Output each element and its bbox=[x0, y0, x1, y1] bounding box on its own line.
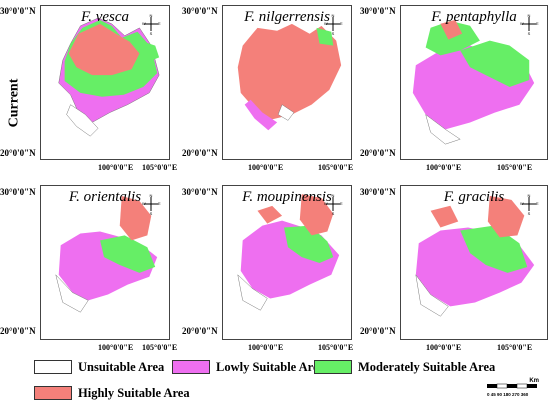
lon-label-right: 105°0'0"E bbox=[497, 343, 533, 352]
north-arrow-icon: N S W E bbox=[142, 13, 161, 35]
lat-label-bottom: 20°0'0"N bbox=[360, 148, 396, 158]
svg-text:N: N bbox=[150, 193, 153, 198]
lat-label-top: 30°0'0"N bbox=[182, 6, 218, 16]
svg-text:N: N bbox=[150, 13, 153, 18]
map-panel-f-vesca: F. vesca N S W E bbox=[40, 5, 170, 160]
legend-swatch bbox=[34, 386, 72, 400]
svg-text:S: S bbox=[150, 31, 153, 35]
svg-text:W: W bbox=[142, 21, 146, 26]
svg-text:E: E bbox=[340, 21, 343, 26]
panel-title: F. vesca bbox=[80, 9, 130, 25]
lat-label-bottom: 20°0'0"N bbox=[0, 326, 36, 336]
legend-label: Unsuitable Area bbox=[78, 359, 165, 374]
map-panel-f-pentaphylla: F. pentaphylla N S W E bbox=[400, 5, 548, 160]
svg-text:S: S bbox=[332, 211, 335, 215]
scale-ticks: 0 45 90 180 270 360 bbox=[487, 392, 529, 397]
legend-swatch bbox=[314, 360, 352, 374]
lon-label-left: 100°0'0"E bbox=[98, 343, 134, 352]
svg-text:S: S bbox=[528, 31, 531, 35]
legend-highly: Highly Suitable Area bbox=[34, 384, 190, 402]
scale-bar: Km 0 45 90 180 270 360 bbox=[487, 378, 539, 397]
north-arrow-icon: N S W E bbox=[324, 13, 343, 35]
svg-text:W: W bbox=[324, 21, 328, 26]
north-arrow-icon: N S W E bbox=[520, 193, 539, 215]
legend-swatch bbox=[172, 360, 210, 374]
legend-swatch bbox=[34, 360, 72, 374]
lat-label-top: 30°0'0"N bbox=[360, 187, 396, 197]
svg-text:W: W bbox=[520, 21, 524, 26]
svg-text:S: S bbox=[332, 31, 335, 35]
lat-label-bottom: 20°0'0"N bbox=[182, 148, 218, 158]
svg-text:E: E bbox=[158, 21, 161, 26]
lon-label-right: 105°0'0"E bbox=[497, 163, 533, 172]
lat-label-top: 30°0'0"N bbox=[0, 187, 36, 197]
svg-text:E: E bbox=[158, 201, 161, 206]
panel-title: F. gracilis bbox=[443, 189, 505, 205]
suitability-map bbox=[58, 17, 160, 137]
svg-text:N: N bbox=[528, 193, 531, 198]
panel-title: F. orientalis bbox=[68, 189, 142, 205]
lon-label-right: 105°0'0"E bbox=[318, 163, 354, 172]
lon-label-left: 100°0'0"E bbox=[248, 163, 284, 172]
panel-title: F. nilgerrensis bbox=[244, 9, 330, 25]
map-panel-f-gracilis: F. gracilis N S W E bbox=[400, 185, 548, 340]
svg-text:E: E bbox=[536, 201, 539, 206]
svg-text:N: N bbox=[332, 13, 335, 18]
legend-label: Moderately Suitable Area bbox=[358, 359, 496, 374]
north-arrow-icon: N S W E bbox=[324, 193, 343, 215]
svg-text:S: S bbox=[150, 211, 153, 215]
map-panel-f-moupinensis: F. moupinensis N S W E bbox=[222, 185, 352, 340]
suitability-map bbox=[237, 23, 342, 131]
map-panel-f-nilgerrensis: F. nilgerrensis N S W E bbox=[222, 5, 352, 160]
north-arrow-icon: N S W E bbox=[142, 193, 161, 215]
lon-label-left: 100°0'0"E bbox=[426, 343, 462, 352]
svg-text:W: W bbox=[520, 201, 524, 206]
lat-label-bottom: 20°0'0"N bbox=[182, 326, 218, 336]
panel-title: F. moupinensis bbox=[242, 189, 332, 205]
lon-label-left: 100°0'0"E bbox=[98, 163, 134, 172]
svg-text:E: E bbox=[340, 201, 343, 206]
lon-label-right: 105°0'0"E bbox=[142, 163, 178, 172]
svg-text:N: N bbox=[528, 13, 531, 18]
row-label-current: Current bbox=[6, 78, 22, 128]
lon-label-left: 100°0'0"E bbox=[248, 343, 284, 352]
legend-label: Highly Suitable Area bbox=[78, 385, 190, 400]
svg-text:W: W bbox=[324, 201, 328, 206]
lon-label-right: 105°0'0"E bbox=[318, 343, 354, 352]
north-arrow-icon: N S W E bbox=[520, 13, 539, 35]
svg-text:S: S bbox=[528, 211, 531, 215]
suitability-map bbox=[237, 194, 340, 311]
suitability-map bbox=[415, 195, 535, 317]
panel-title: F. pentaphylla bbox=[431, 9, 517, 25]
lat-label-top: 30°0'0"N bbox=[360, 6, 396, 16]
lon-label-left: 100°0'0"E bbox=[426, 163, 462, 172]
lat-label-bottom: 20°0'0"N bbox=[0, 148, 36, 158]
legend-label: Lowly Suitable Area bbox=[216, 359, 325, 374]
legend-unsuitable: Unsuitable Area bbox=[34, 358, 164, 376]
lon-label-right: 105°0'0"E bbox=[142, 343, 178, 352]
legend-moderately: Moderately Suitable Area bbox=[314, 358, 495, 376]
svg-text:E: E bbox=[536, 21, 539, 26]
suitability-map bbox=[55, 196, 158, 313]
svg-text:N: N bbox=[332, 193, 335, 198]
lat-label-bottom: 20°0'0"N bbox=[360, 326, 396, 336]
suitability-map bbox=[412, 19, 535, 145]
lat-label-top: 30°0'0"N bbox=[0, 6, 36, 16]
scale-unit: Km bbox=[529, 378, 539, 384]
legend-lowly: Lowly Suitable Area bbox=[172, 358, 325, 376]
svg-text:W: W bbox=[142, 201, 146, 206]
map-panel-f-orientalis: F. orientalis N S W E bbox=[40, 185, 170, 340]
lat-label-top: 30°0'0"N bbox=[182, 187, 218, 197]
